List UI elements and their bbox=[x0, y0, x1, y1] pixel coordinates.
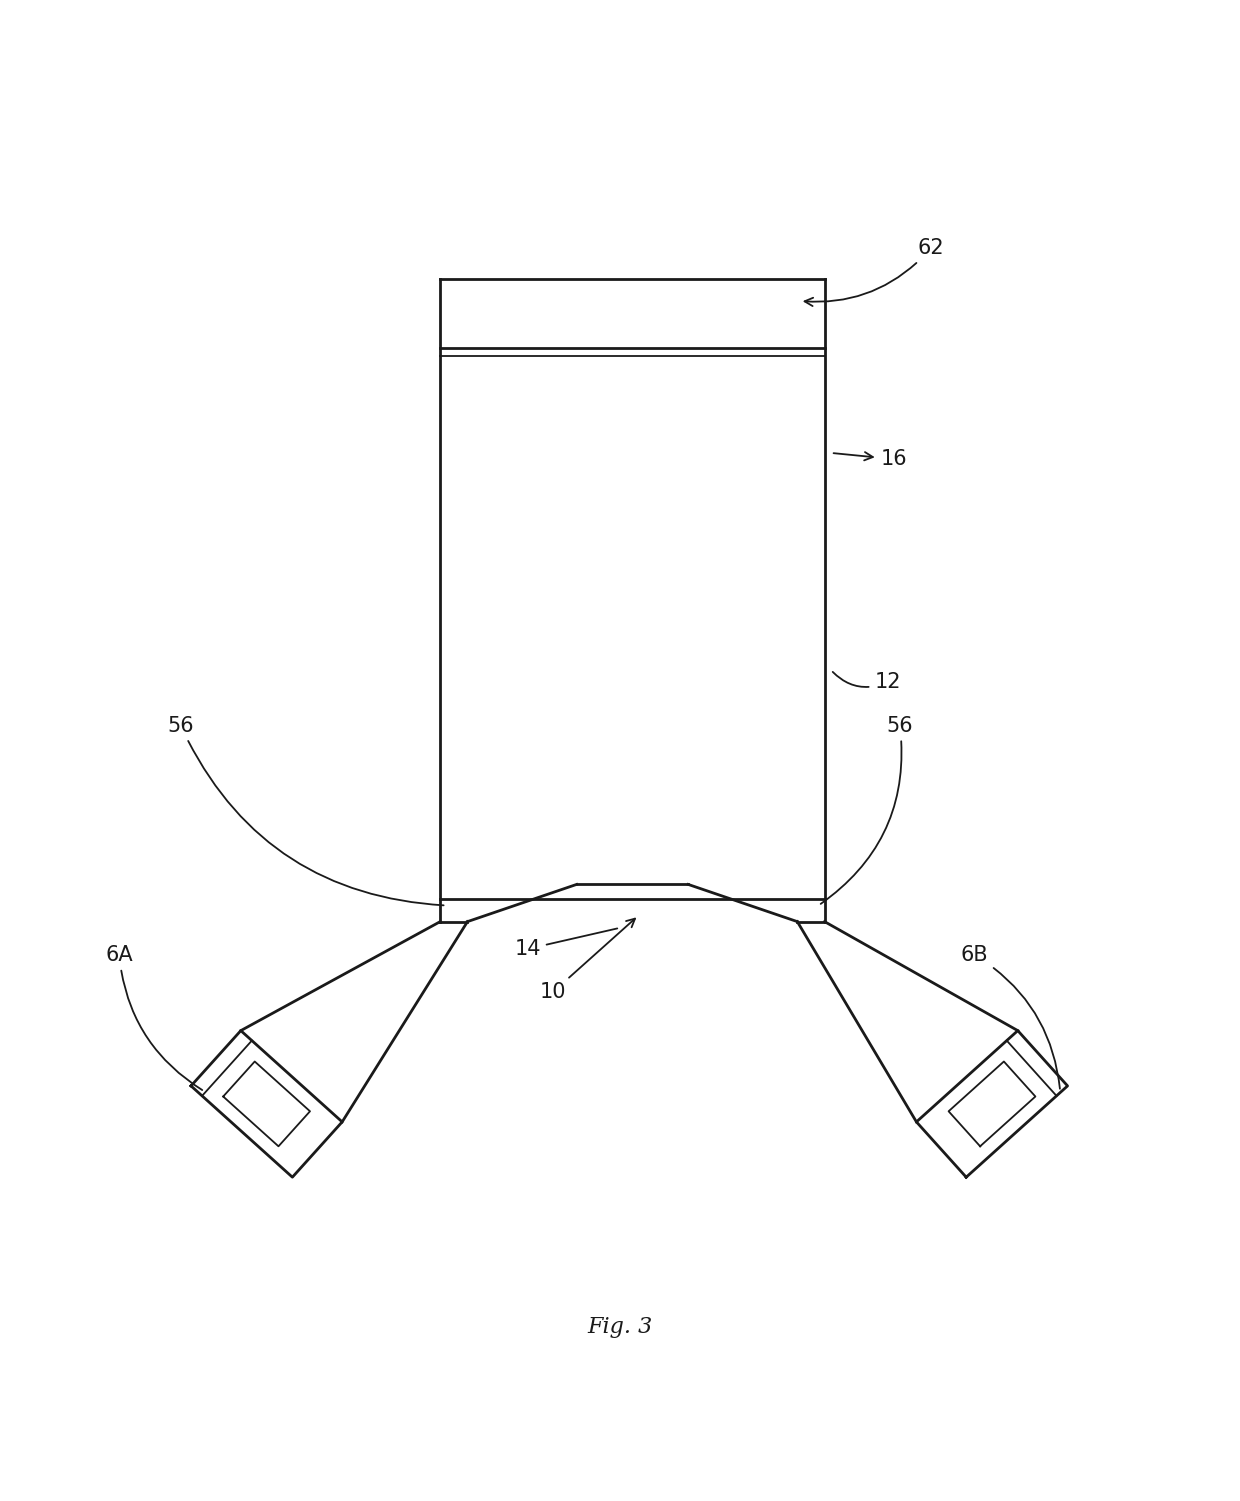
Text: Fig. 3: Fig. 3 bbox=[588, 1316, 652, 1337]
Text: 12: 12 bbox=[833, 672, 900, 692]
Text: 56: 56 bbox=[167, 716, 444, 905]
Text: 10: 10 bbox=[539, 919, 635, 1003]
Text: 14: 14 bbox=[515, 929, 618, 959]
Text: 6B: 6B bbox=[961, 946, 1060, 1088]
Text: 6A: 6A bbox=[105, 946, 202, 1090]
Text: 62: 62 bbox=[805, 239, 944, 306]
Text: 16: 16 bbox=[833, 449, 906, 470]
Text: 56: 56 bbox=[821, 716, 913, 904]
